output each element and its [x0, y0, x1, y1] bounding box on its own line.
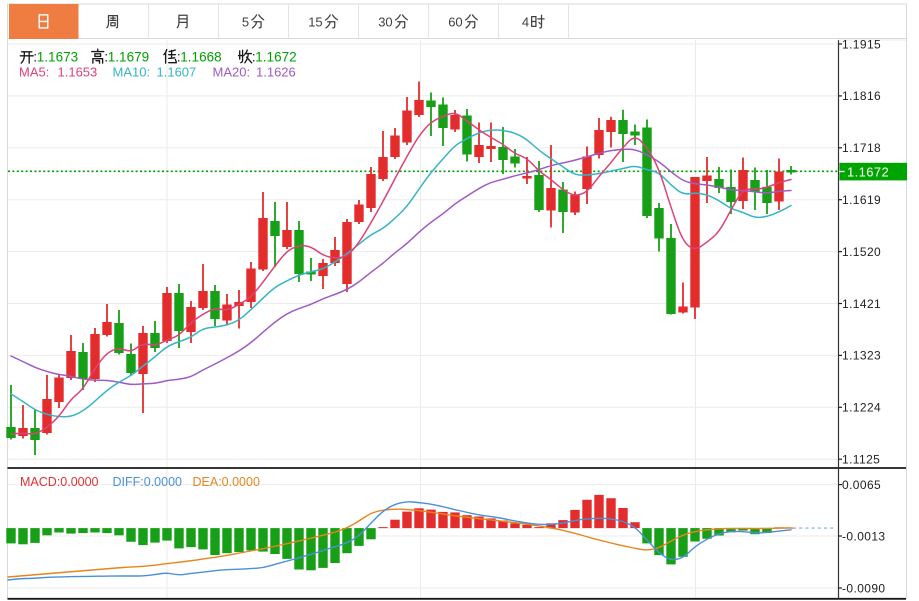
svg-text::: : [33, 49, 37, 65]
svg-text:DEA:0.0000: DEA:0.0000 [193, 475, 260, 489]
svg-text:1.1718: 1.1718 [842, 141, 881, 155]
svg-text:1.1816: 1.1816 [842, 89, 881, 103]
svg-text:-0.0090: -0.0090 [842, 581, 886, 595]
svg-text:DIFF:0.0000: DIFF:0.0000 [113, 475, 183, 489]
svg-text:1.1520: 1.1520 [842, 245, 881, 259]
svg-text:MA10:: MA10: [113, 65, 151, 80]
svg-text:1.1224: 1.1224 [842, 401, 881, 415]
svg-text:MACD:0.0000: MACD:0.0000 [20, 475, 99, 489]
svg-text:4: 4 [522, 14, 529, 29]
svg-text:1.1653: 1.1653 [58, 65, 98, 80]
svg-text:0.0065: 0.0065 [842, 478, 881, 492]
svg-text:-0.0013: -0.0013 [842, 529, 886, 543]
svg-text:1.1323: 1.1323 [842, 349, 881, 363]
svg-text:1.1619: 1.1619 [842, 193, 881, 207]
svg-text:1.1672: 1.1672 [847, 164, 889, 179]
svg-text:1.1125: 1.1125 [842, 453, 880, 467]
svg-text:5: 5 [242, 14, 249, 29]
svg-text:60: 60 [448, 14, 462, 29]
svg-text:MA5:: MA5: [19, 65, 49, 80]
svg-text:1.1673: 1.1673 [37, 50, 78, 65]
svg-text:1.1672: 1.1672 [255, 50, 296, 65]
svg-text:1.1626: 1.1626 [256, 65, 296, 80]
svg-text:1.1607: 1.1607 [157, 65, 197, 80]
svg-text::: : [177, 49, 181, 65]
svg-text:1.1668: 1.1668 [180, 50, 221, 65]
svg-text:30: 30 [378, 14, 392, 29]
svg-text::: : [252, 49, 256, 65]
svg-text:1.1679: 1.1679 [108, 50, 149, 65]
svg-text:15: 15 [308, 14, 322, 29]
svg-text:MA20:: MA20: [213, 65, 251, 80]
svg-text:1.1421: 1.1421 [842, 297, 881, 311]
svg-text:1.1915: 1.1915 [842, 37, 881, 51]
svg-text::: : [104, 49, 108, 65]
